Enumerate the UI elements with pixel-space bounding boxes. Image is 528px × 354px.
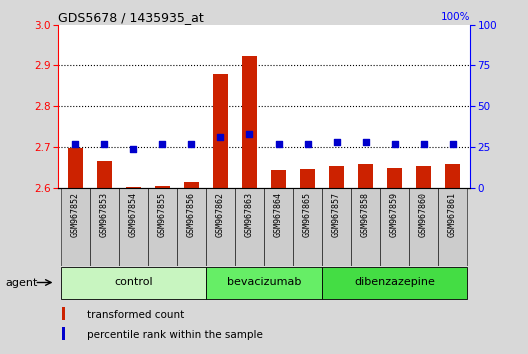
Text: GSM967863: GSM967863 bbox=[245, 192, 254, 236]
Text: GSM967862: GSM967862 bbox=[216, 192, 225, 236]
Bar bbox=[270, 170, 287, 188]
Bar bbox=[416, 166, 431, 188]
Bar bbox=[322, 267, 467, 299]
Point bbox=[246, 131, 254, 137]
Point bbox=[274, 141, 282, 147]
Text: control: control bbox=[114, 278, 153, 287]
Bar bbox=[386, 168, 402, 188]
Bar bbox=[322, 188, 351, 266]
Bar bbox=[241, 56, 258, 188]
Point bbox=[332, 139, 341, 145]
Point bbox=[448, 141, 457, 147]
Text: GSM967860: GSM967860 bbox=[419, 192, 428, 236]
Text: GSM967865: GSM967865 bbox=[303, 192, 312, 236]
Text: GSM967861: GSM967861 bbox=[448, 192, 457, 236]
Bar bbox=[351, 188, 380, 266]
Bar bbox=[380, 188, 409, 266]
Bar bbox=[126, 187, 142, 188]
Point bbox=[216, 134, 225, 140]
Bar bbox=[212, 74, 229, 188]
Text: GSM967857: GSM967857 bbox=[332, 192, 341, 236]
Bar bbox=[409, 188, 438, 266]
Bar bbox=[438, 188, 467, 266]
Text: agent: agent bbox=[5, 278, 37, 288]
Text: dibenzazepine: dibenzazepine bbox=[354, 278, 435, 287]
Point bbox=[187, 141, 196, 147]
Bar bbox=[61, 267, 206, 299]
Bar bbox=[119, 188, 148, 266]
Point bbox=[303, 141, 312, 147]
Text: GSM967853: GSM967853 bbox=[100, 192, 109, 236]
Point bbox=[129, 146, 138, 152]
Point bbox=[390, 141, 399, 147]
Bar bbox=[445, 164, 460, 188]
Bar bbox=[264, 188, 293, 266]
Bar bbox=[299, 169, 316, 188]
Bar bbox=[184, 182, 200, 188]
Text: GSM967856: GSM967856 bbox=[187, 192, 196, 236]
Point bbox=[158, 141, 167, 147]
Bar bbox=[206, 267, 322, 299]
Bar bbox=[90, 188, 119, 266]
Bar bbox=[177, 188, 206, 266]
Bar bbox=[293, 188, 322, 266]
Bar bbox=[97, 161, 112, 188]
Text: percentile rank within the sample: percentile rank within the sample bbox=[87, 330, 263, 339]
Bar bbox=[206, 188, 235, 266]
Text: GSM967854: GSM967854 bbox=[129, 192, 138, 236]
Point bbox=[361, 139, 370, 145]
Text: GSM967858: GSM967858 bbox=[361, 192, 370, 236]
Point bbox=[71, 141, 80, 147]
Bar bbox=[61, 188, 90, 266]
Text: transformed count: transformed count bbox=[87, 310, 184, 320]
Point bbox=[419, 141, 428, 147]
Bar bbox=[155, 187, 171, 188]
Text: GSM967852: GSM967852 bbox=[71, 192, 80, 236]
Text: bevacizumab: bevacizumab bbox=[227, 278, 301, 287]
Text: GSM967855: GSM967855 bbox=[158, 192, 167, 236]
Bar bbox=[62, 307, 65, 320]
Bar bbox=[68, 148, 83, 188]
Bar bbox=[235, 188, 264, 266]
Text: GSM967859: GSM967859 bbox=[390, 192, 399, 236]
Text: 100%: 100% bbox=[440, 12, 470, 22]
Bar bbox=[62, 327, 65, 339]
Bar bbox=[148, 188, 177, 266]
Point bbox=[100, 141, 109, 147]
Text: GSM967864: GSM967864 bbox=[274, 192, 283, 236]
Text: GDS5678 / 1435935_at: GDS5678 / 1435935_at bbox=[58, 11, 204, 24]
Bar bbox=[328, 166, 344, 188]
Bar bbox=[357, 164, 373, 188]
